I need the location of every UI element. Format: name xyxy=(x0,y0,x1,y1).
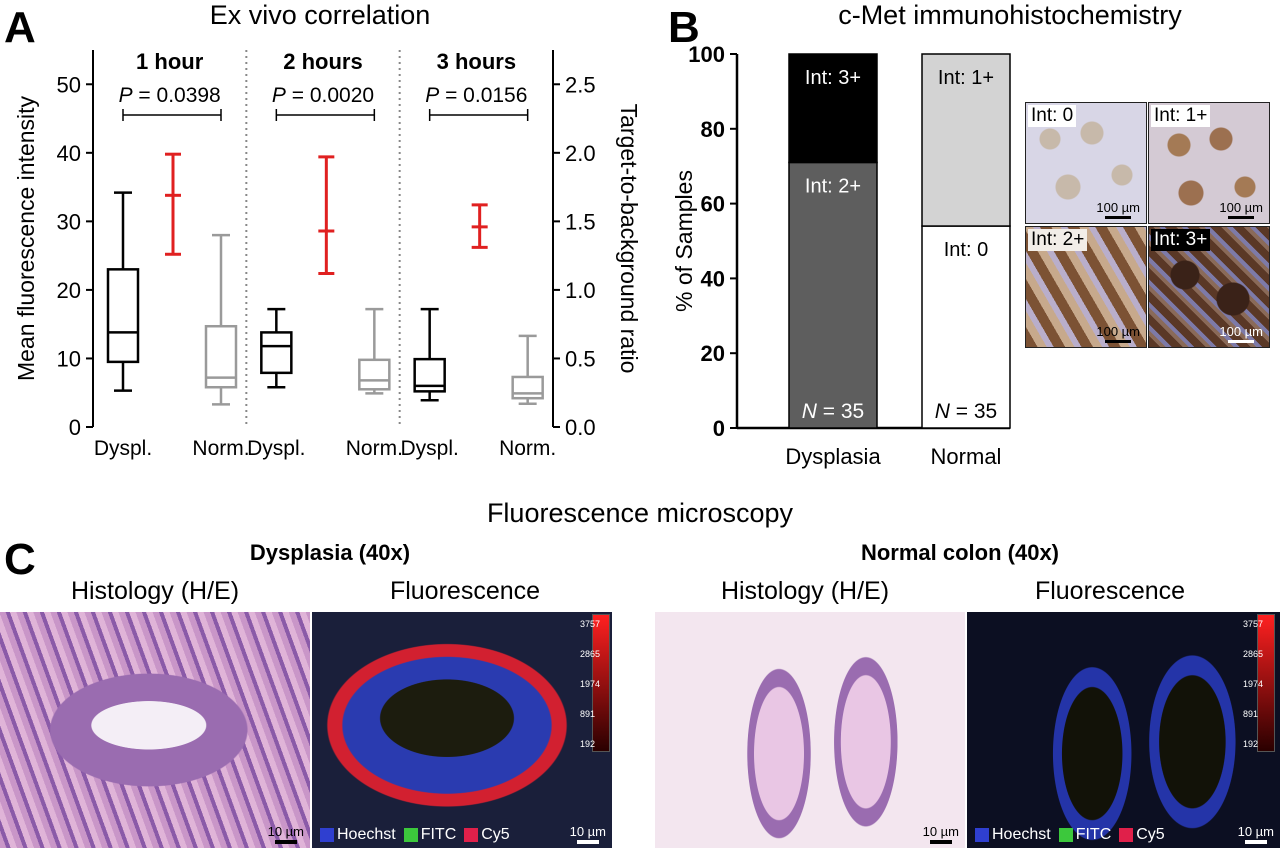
n-label: N = 35 xyxy=(802,400,864,423)
ihc-thumbnail-int0: Int: 0 100 µm xyxy=(1025,102,1147,224)
normal-x-label: Norm. xyxy=(192,437,249,460)
bar-segment xyxy=(788,161,878,429)
scale-bar: 100 µm xyxy=(1219,324,1263,343)
x-category-label: Normal xyxy=(931,444,1002,469)
dysplasia-histology-label: Histology (H/E) xyxy=(70,577,240,605)
normal-box xyxy=(511,375,544,400)
y2-tick-label: 2.0 xyxy=(565,141,596,166)
panel-b-label: B xyxy=(668,3,700,52)
dysplasia-box xyxy=(260,331,293,375)
p-value-label: P = 0.0398 xyxy=(119,84,221,107)
bar-segment xyxy=(921,225,1011,429)
y2-axis-label: Target-to-background ratio xyxy=(616,104,642,374)
dysplasia-x-label: Dyspl. xyxy=(247,437,305,460)
normal-x-label: Norm. xyxy=(346,437,403,460)
panel-a-label: A xyxy=(4,3,36,52)
ihc-thumbnail-int2: Int: 2+ 100 µm xyxy=(1025,226,1147,348)
intensity-colorbar xyxy=(592,614,610,752)
y-tick-label: 30 xyxy=(57,209,81,234)
group-title: 3 hours xyxy=(437,49,516,74)
ihc-thumbnail-label: Int: 2+ xyxy=(1028,229,1088,251)
y2-tick-label: 0.5 xyxy=(565,346,596,371)
segment-label: Int: 0 xyxy=(944,239,988,261)
normal-x-label: Norm. xyxy=(499,437,556,460)
x-category-label: Dysplasia xyxy=(785,444,881,469)
normal-histology-image: 10 µm xyxy=(655,612,965,848)
y-tick-label: 50 xyxy=(57,72,81,97)
dysplasia-histology-image: 10 µm xyxy=(0,612,310,848)
ihc-thumbnail-label: Int: 1+ xyxy=(1151,105,1211,127)
fitc-swatch xyxy=(1058,828,1073,842)
hoechst-swatch xyxy=(975,828,989,842)
scale-bar: 10 µm xyxy=(570,824,606,844)
dysplasia-fluorescence-label: Fluorescence xyxy=(389,577,541,605)
segment-label: Int: 2+ xyxy=(805,175,861,197)
ihc-thumbnail-int3: Int: 3+ 100 µm xyxy=(1148,226,1270,348)
y2-tick-label: 0.0 xyxy=(565,415,596,440)
dysplasia-fluorescence-image: 3757 2865 1974 891 192 Hoechst FITC Cy5 … xyxy=(312,612,612,848)
cy5-swatch xyxy=(464,828,479,842)
y-axis-label: % of Samples xyxy=(671,170,697,312)
dysplasia-x-label: Dyspl. xyxy=(94,437,152,460)
y2-tick-label: 2.5 xyxy=(565,72,596,97)
ihc-thumbnail-label: Int: 3+ xyxy=(1151,229,1211,251)
n-label: N = 35 xyxy=(935,400,997,423)
normal-group-title: Normal colon (40x) xyxy=(860,540,1060,565)
stacked-bar-chart: 0 20 40 60 80 100 % of Samples Int: 2+ Int: 3+ N … xyxy=(671,42,1011,469)
normal-fluorescence-label: Fluorescence xyxy=(1034,577,1186,605)
y-tick-label: 0 xyxy=(69,415,81,440)
dysplasia-group-title: Dysplasia (40x) xyxy=(249,540,411,565)
panel-b-title: c-Met immunohistochemistry xyxy=(838,0,1182,30)
bar-segment xyxy=(921,53,1011,227)
y2-tick-label: 1.0 xyxy=(565,278,596,303)
scale-bar: 10 µm xyxy=(923,824,959,844)
group-title: 1 hour xyxy=(136,49,204,74)
bar-segment xyxy=(788,53,878,164)
y-tick-label: 80 xyxy=(701,117,725,142)
scale-bar: 100 µm xyxy=(1096,324,1140,343)
channel-legend: Hoechst FITC Cy5 xyxy=(318,826,510,844)
y-tick-label: 100 xyxy=(688,42,725,67)
p-value-label: P = 0.0020 xyxy=(272,84,374,107)
scale-bar: 100 µm xyxy=(1219,200,1263,219)
scale-bar: 10 µm xyxy=(268,824,304,844)
box-plot-chart: 0 10 20 30 40 50 0.0 0.5 1.0 1.5 2.0 2.5 Mean fluore… xyxy=(13,49,642,460)
segment-label: Int: 3+ xyxy=(805,67,861,89)
segment-label: Int: 1+ xyxy=(938,67,994,89)
y-tick-label: 20 xyxy=(701,341,725,366)
group-title: 2 hours xyxy=(283,49,362,74)
panel-c-title: Fluorescence microscopy xyxy=(486,498,794,528)
cy5-swatch xyxy=(1119,828,1134,842)
y-tick-label: 0 xyxy=(713,416,725,441)
ihc-thumbnail-label: Int: 0 xyxy=(1028,105,1077,127)
ihc-thumbnail-int1: Int: 1+ 100 µm xyxy=(1148,102,1270,224)
y-tick-label: 60 xyxy=(701,192,725,217)
scale-bar: 100 µm xyxy=(1096,200,1140,219)
normal-box xyxy=(358,358,391,391)
y-tick-label: 10 xyxy=(57,346,81,371)
y-tick-label: 40 xyxy=(57,141,81,166)
y-tick-label: 40 xyxy=(701,266,725,291)
dysplasia-box xyxy=(106,268,140,364)
hoechst-swatch xyxy=(320,828,334,842)
intensity-colorbar xyxy=(1257,614,1275,752)
y2-tick-label: 1.5 xyxy=(565,209,596,234)
channel-legend: Hoechst FITC Cy5 xyxy=(973,826,1165,844)
y-tick-label: 20 xyxy=(57,278,81,303)
y-axis-label: Mean fluorescence intensity xyxy=(13,95,39,381)
scale-bar: 10 µm xyxy=(1238,824,1274,844)
fitc-swatch xyxy=(403,828,418,842)
dysplasia-x-label: Dyspl. xyxy=(400,437,458,460)
p-value-label: P = 0.0156 xyxy=(425,84,527,107)
normal-fluorescence-image: 3757 2865 1974 891 192 Hoechst FITC Cy5 … xyxy=(967,612,1280,848)
normal-histology-label: Histology (H/E) xyxy=(720,577,890,605)
panel-c-label: C xyxy=(4,535,36,584)
panel-a-title: Ex vivo correlation xyxy=(209,0,431,30)
